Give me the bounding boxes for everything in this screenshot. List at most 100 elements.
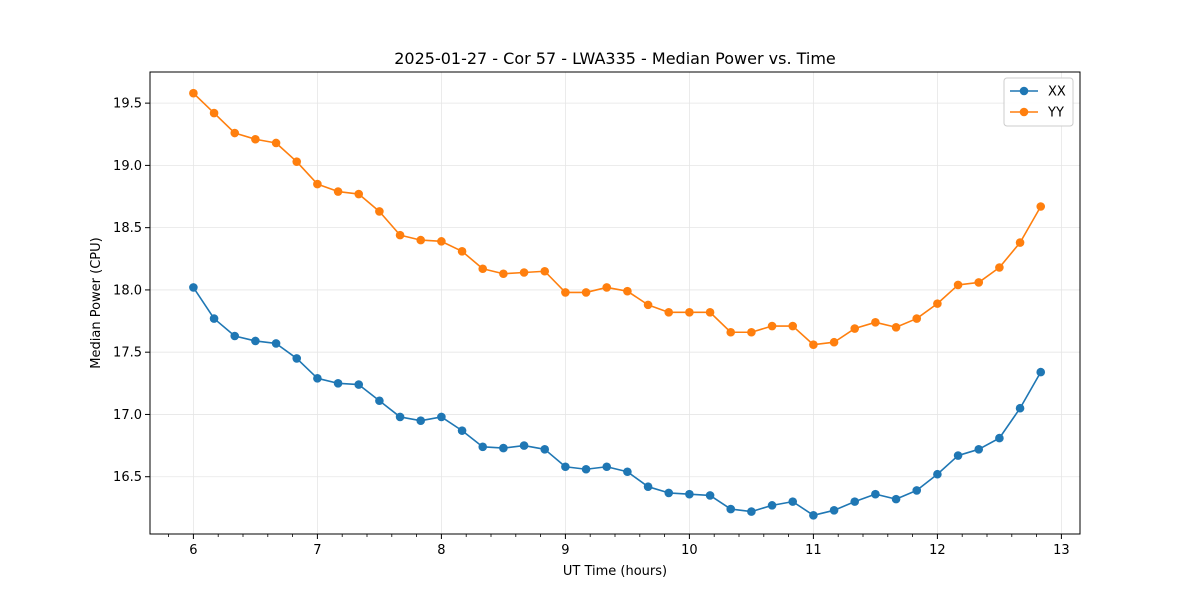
data-point-yy (705, 308, 715, 317)
data-point-yy (561, 288, 570, 297)
data-point-xx (437, 412, 446, 422)
data-point-xx (891, 494, 901, 504)
data-point-xx (685, 489, 694, 499)
data-point-yy (292, 157, 302, 166)
data-point-yy (416, 235, 426, 245)
data-point-xx (705, 491, 715, 500)
data-point-xx (767, 501, 777, 510)
data-point-yy (519, 268, 529, 277)
legend-item-yy: YY (1010, 106, 1064, 121)
y-tick-label: 19.5 (113, 97, 142, 112)
data-point-yy (1036, 202, 1046, 211)
data-point-yy (933, 299, 942, 308)
data-point-xx (313, 374, 322, 383)
data-point-xx (788, 497, 798, 506)
grid-layer (150, 72, 1080, 534)
data-point-xx (416, 416, 426, 425)
data-point-yy (891, 322, 901, 332)
data-point-xx (333, 379, 343, 388)
data-point-xx (375, 396, 384, 406)
data-point-xx (871, 489, 880, 499)
data-point-yy (540, 266, 550, 276)
legend-entries: XX YY (1010, 85, 1066, 121)
legend-item-xx: XX (1010, 85, 1066, 100)
data-point-yy (685, 308, 694, 317)
data-point-xx (602, 462, 612, 472)
data-point-xx (974, 445, 984, 454)
data-point-xx (995, 433, 1004, 443)
legend: XX YY (1003, 77, 1074, 127)
data-point-yy (189, 88, 198, 98)
y-tick-label: 18.5 (113, 221, 142, 236)
data-point-yy (953, 280, 963, 290)
data-point-yy (333, 187, 343, 196)
data-point-xx (478, 442, 488, 452)
data-point-xx (354, 380, 364, 389)
data-point-yy (581, 288, 591, 297)
data-point-xx (519, 441, 529, 450)
data-point-yy (313, 179, 322, 189)
y-tick-label: 17.0 (113, 408, 142, 423)
data-point-xx (623, 467, 632, 477)
data-point-xx (581, 464, 591, 474)
data-point-yy (664, 308, 674, 317)
data-point-yy (623, 286, 632, 296)
data-point-yy (230, 128, 240, 138)
data-point-yy (974, 278, 984, 287)
data-point-xx (829, 506, 839, 515)
data-point-yy (395, 230, 405, 240)
y-tick-label: 19.0 (113, 159, 142, 174)
data-point-yy (457, 247, 467, 256)
data-point-xx (809, 511, 818, 520)
data-point-xx (457, 426, 467, 435)
y-tick-label: 18.0 (113, 283, 142, 298)
data-point-xx (912, 486, 922, 495)
data-point-xx (561, 462, 570, 472)
data-point-yy (1015, 238, 1025, 247)
data-point-yy (829, 337, 839, 347)
legend-marker-yy (1019, 107, 1029, 117)
data-point-yy (643, 300, 653, 310)
data-point-yy (209, 108, 219, 118)
series-xx (189, 283, 1046, 520)
x-axis: 6 7 8 9 10 11 12 13 (168, 534, 1070, 558)
data-point-yy (251, 134, 260, 144)
data-point-yy (375, 207, 384, 216)
data-point-xx (540, 445, 550, 454)
x-tick-label: 13 (1053, 543, 1070, 558)
data-point-xx (643, 482, 653, 491)
legend-label-xx: XX (1048, 85, 1066, 100)
data-point-xx (395, 412, 405, 422)
data-point-yy (850, 324, 860, 333)
chart-title: 2025-01-27 - Cor 57 - LWA335 - Median Po… (394, 49, 836, 68)
data-point-xx (189, 283, 198, 292)
data-point-yy (437, 237, 446, 246)
data-point-xx (230, 331, 240, 341)
data-point-yy (809, 340, 818, 350)
series-layer (189, 88, 1046, 520)
x-tick-label: 12 (929, 543, 946, 558)
data-point-xx (747, 507, 756, 516)
data-point-yy (767, 321, 777, 331)
data-point-yy (271, 138, 281, 148)
data-point-yy (995, 263, 1004, 272)
data-point-xx (726, 504, 736, 514)
data-point-xx (1036, 367, 1046, 377)
data-point-xx (933, 469, 942, 479)
x-axis-label: UT Time (hours) (563, 564, 667, 579)
data-point-xx (1015, 403, 1025, 413)
data-point-xx (209, 314, 219, 323)
data-point-yy (478, 264, 488, 274)
data-point-xx (499, 443, 508, 453)
data-point-yy (726, 327, 736, 337)
x-tick-label: 6 (189, 543, 197, 558)
data-point-xx (664, 488, 674, 498)
legend-marker-xx (1019, 86, 1029, 96)
y-axis: 16.5 17.0 17.5 18.0 18.5 19.0 19.5 (113, 97, 150, 485)
data-point-xx (292, 354, 302, 363)
x-tick-label: 10 (681, 543, 698, 558)
legend-label-yy: YY (1047, 106, 1064, 121)
y-tick-label: 17.5 (113, 346, 142, 361)
data-point-xx (251, 336, 260, 346)
